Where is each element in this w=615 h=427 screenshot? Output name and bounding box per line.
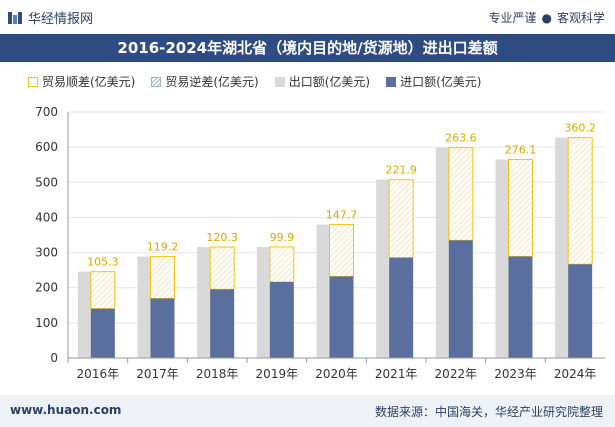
legend-item-export: 出口额(亿美元) xyxy=(274,73,371,90)
x-tick-label: 2022年 xyxy=(435,367,478,381)
import-bar xyxy=(150,298,175,358)
import-bar xyxy=(329,276,354,358)
x-tick-label: 2019年 xyxy=(256,367,299,381)
surplus-bar xyxy=(388,179,414,259)
top-bar: 华经情报网 专业严谨 ● 客观科学 xyxy=(0,0,615,34)
y-tick-label: 600 xyxy=(35,140,58,154)
chart-legend: 贸易顺差(亿美元) 贸易逆差(亿美元) 出口额(亿美元) 进口额(亿美元) xyxy=(28,73,482,90)
y-tick-label: 400 xyxy=(35,210,58,224)
surplus-bar xyxy=(448,147,474,241)
surplus-bar xyxy=(90,271,116,310)
legend-label-deficit: 贸易逆差(亿美元) xyxy=(165,75,259,89)
tagline-right: 客观科学 xyxy=(556,11,605,25)
legend-label-export: 出口额(亿美元) xyxy=(288,75,371,89)
surplus-data-label: 99.9 xyxy=(270,231,295,244)
surplus-data-label: 105.3 xyxy=(87,256,119,269)
footer-source: 数据来源：中国海关，华经产业研究院整理 xyxy=(374,405,603,419)
x-tick-label: 2020年 xyxy=(315,367,358,381)
tagline: 专业严谨 ● 客观科学 xyxy=(488,9,605,26)
legend-swatch-export xyxy=(274,76,285,87)
footer: www.huaon.com 数据来源：中国海关，华经产业研究院整理 xyxy=(0,395,615,427)
legend-label-surplus: 贸易顺差(亿美元) xyxy=(42,75,136,89)
import-bar xyxy=(508,256,533,358)
brand-logo-icon xyxy=(8,11,22,24)
surplus-bar xyxy=(508,158,533,258)
legend-item-surplus: 贸易顺差(亿美元) xyxy=(28,73,135,90)
legend-item-import: 进口额(亿美元) xyxy=(386,73,482,90)
surplus-data-label: 221.9 xyxy=(385,164,417,177)
x-tick-label: 2023年 xyxy=(494,367,537,381)
bar-chart: 0 100 200 300 400 500 600 700 105.3 119.2 120.3 99… xyxy=(35,105,605,381)
import-bar xyxy=(90,308,115,358)
y-tick-label: 100 xyxy=(35,316,58,330)
import-bar xyxy=(269,281,294,358)
surplus-data-label: 119.2 xyxy=(147,241,179,254)
brand-name: 华经情报网 xyxy=(28,12,94,27)
y-axis: 0 100 200 300 400 500 600 700 xyxy=(35,105,69,365)
y-tick-label: 0 xyxy=(50,351,58,365)
y-tick-label: 200 xyxy=(35,281,58,295)
chart-bars: 105.3 119.2 120.3 99.9 147.7 221.9 263.6 276.1 3… xyxy=(77,122,596,358)
surplus-data-label: 276.1 xyxy=(505,143,537,156)
import-bar xyxy=(389,257,414,358)
footer-site: www.huaon.com xyxy=(10,403,122,417)
x-axis: 2016年 2017年 2018年 2019年 2020年 2021年 2022年 2023年… xyxy=(67,357,605,381)
x-tick-label: 2016年 xyxy=(77,367,120,381)
surplus-data-label: 147.7 xyxy=(326,209,358,222)
legend-swatch-surplus xyxy=(28,76,38,87)
surplus-data-label: 120.3 xyxy=(206,231,238,244)
y-tick-label: 700 xyxy=(35,105,58,119)
legend-swatch-import xyxy=(386,76,397,87)
x-tick-label: 2018年 xyxy=(196,367,239,381)
legend-label-import: 进口额(亿美元) xyxy=(400,75,482,89)
import-bar xyxy=(568,264,593,358)
tagline-dot-icon: ● xyxy=(541,11,552,25)
chart-title: 2016-2024年湖北省（境内目的地/货源地）进出口差额 xyxy=(0,34,615,62)
surplus-bar xyxy=(567,137,593,265)
surplus-data-label: 263.6 xyxy=(445,132,477,145)
surplus-bar xyxy=(209,246,235,290)
import-bar xyxy=(448,240,473,358)
y-tick-label: 300 xyxy=(35,246,58,260)
legend-item-deficit: 贸易逆差(亿美元) xyxy=(151,73,259,90)
surplus-bar xyxy=(269,246,295,283)
legend-swatch-deficit xyxy=(151,76,162,87)
y-tick-label: 500 xyxy=(35,175,58,189)
surplus-data-label: 360.2 xyxy=(564,122,596,135)
import-bar xyxy=(210,289,235,358)
x-tick-label: 2017年 xyxy=(136,367,179,381)
x-tick-label: 2021年 xyxy=(375,367,418,381)
surplus-bar xyxy=(150,256,175,299)
surplus-bar xyxy=(329,224,354,277)
brand: 华经情报网 xyxy=(8,8,93,27)
tagline-left: 专业严谨 xyxy=(488,11,537,25)
x-tick-label: 2024年 xyxy=(554,367,597,381)
